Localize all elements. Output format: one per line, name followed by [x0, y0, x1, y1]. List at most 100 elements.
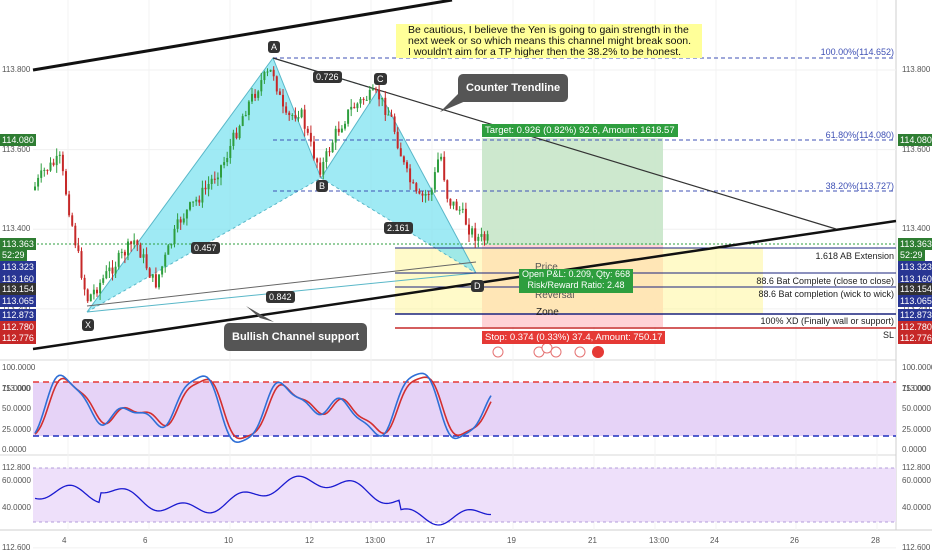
- target-label[interactable]: Target: 0.926 (0.82%) 92.6, Amount: 1618…: [482, 124, 678, 137]
- candle-body: [278, 91, 281, 95]
- candles: [34, 66, 489, 304]
- candle-body: [378, 89, 381, 100]
- price-tick: 113.800: [902, 64, 931, 74]
- candle-body: [356, 103, 359, 109]
- price-tag: 113.154: [898, 283, 932, 295]
- price-tag: 112.780: [0, 321, 36, 333]
- rsi-tick: 60.0000: [902, 476, 931, 485]
- candle-body: [421, 193, 424, 196]
- point-d-label: D: [471, 280, 484, 292]
- candle-body: [136, 240, 139, 245]
- candle-body: [443, 156, 446, 181]
- fib-label-100: 100.00%(114.652): [820, 47, 894, 57]
- candle-body: [92, 289, 95, 295]
- stoch-tick: 100.0000: [2, 363, 36, 372]
- price-tag: 113.363: [898, 238, 932, 250]
- candle-body: [480, 234, 483, 237]
- upper-channel-line: [32, 0, 453, 72]
- price-tag: 52:29: [898, 249, 925, 261]
- counter-trendline-callout: Counter Trendline: [458, 74, 569, 102]
- point-c-label: C: [374, 73, 387, 85]
- risk-reward-label: Risk/Reward Ratio: 2.48: [527, 280, 625, 290]
- candle-body: [288, 112, 291, 116]
- open-pl-box[interactable]: Open P&L: 0.209, Qty: 668 Risk/Reward Ra…: [519, 269, 634, 293]
- candle-body: [275, 76, 278, 92]
- counter-trendline: [272, 57, 837, 230]
- candle-body: [300, 109, 303, 118]
- level-label-xd: 100% XD (Finally wall or support): [760, 316, 894, 326]
- candle-body: [117, 252, 120, 267]
- candle-body: [297, 117, 300, 119]
- candle-body: [151, 274, 154, 278]
- candle-body: [452, 201, 455, 206]
- price-tick-left: 113.400: [2, 224, 31, 234]
- candle-body: [189, 202, 191, 210]
- candle-body: [65, 171, 67, 195]
- candle-body: [102, 278, 105, 283]
- price-tag: 113.154: [0, 283, 36, 295]
- ratio-xb-label: 0.457: [191, 242, 220, 254]
- candle-body: [371, 89, 374, 91]
- candle-body: [390, 114, 393, 117]
- candle-body: [347, 109, 350, 124]
- price-tag: 113.065: [898, 295, 932, 307]
- stoch-tick: 100.0000: [902, 363, 932, 372]
- price-tick: 113.600: [902, 144, 931, 154]
- candle-body: [123, 251, 126, 256]
- stop-label[interactable]: Stop: 0.374 (0.33%) 37.4, Amount: 750.17: [482, 331, 666, 344]
- candle-body: [80, 251, 83, 278]
- candle-body: [433, 172, 436, 190]
- candle-body: [334, 128, 337, 143]
- candle-body: [418, 191, 421, 194]
- price-tick-left: 113.800: [2, 64, 31, 74]
- candle-body: [148, 268, 151, 278]
- price-tick: 113.000: [902, 383, 931, 393]
- price-tick-left: 113.000: [2, 383, 31, 393]
- analysis-note: Be cautious, I believe the Yen is going …: [396, 24, 702, 58]
- time-tick: 12: [305, 536, 314, 545]
- candle-body: [207, 184, 210, 190]
- price-tag: 113.160: [0, 273, 36, 285]
- rsi-tick: 40.0000: [902, 503, 931, 512]
- level-label-sl: SL: [882, 330, 894, 340]
- point-x-label: X: [82, 319, 95, 331]
- price-tick-left: 113.200: [2, 304, 30, 313]
- price-tick-left: 112.600: [2, 542, 31, 552]
- candle-body: [43, 169, 46, 171]
- candle-body: [331, 142, 334, 153]
- candle-body: [232, 132, 235, 146]
- candle-body: [362, 98, 365, 101]
- candle-body: [306, 128, 309, 133]
- time-tick: 13:00: [365, 536, 386, 545]
- x-to-d-line: [86, 261, 477, 307]
- candle-body: [319, 162, 322, 175]
- candle-body: [266, 71, 269, 73]
- stoch-d-line: [34, 376, 492, 440]
- time-tick: 28: [871, 536, 880, 545]
- candle-body: [176, 219, 179, 229]
- candle-body: [34, 186, 36, 190]
- candle-body: [458, 209, 461, 211]
- candle-body: [477, 236, 480, 241]
- candle-body: [145, 254, 148, 269]
- candle-body: [486, 234, 489, 241]
- price-tick: 113.200: [902, 304, 930, 313]
- candle-body: [235, 132, 238, 139]
- candle-body: [303, 109, 306, 129]
- candle-body: [430, 189, 433, 195]
- candle-body: [241, 116, 244, 126]
- price-tag: 113.065: [0, 295, 36, 307]
- candle-body: [449, 198, 452, 206]
- rsi-series-line: [34, 475, 492, 526]
- time-tick: 4: [62, 536, 67, 545]
- price-tag: 112.776: [0, 332, 36, 344]
- candle-body: [71, 215, 74, 226]
- prz-label-3: Zone: [536, 307, 559, 318]
- candle-body: [86, 289, 89, 302]
- candle-body: [412, 182, 415, 184]
- candle-body: [68, 194, 71, 216]
- candle-body: [61, 154, 64, 172]
- candle-body: [365, 99, 368, 101]
- candle-body: [226, 158, 229, 163]
